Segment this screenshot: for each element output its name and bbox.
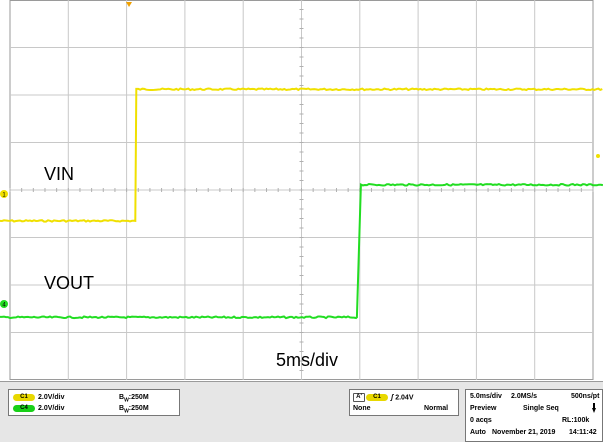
acq-auto: Auto — [470, 429, 486, 436]
channel-scale-c1: 2.0V/div — [38, 394, 65, 401]
channel-scale-c4: 2.0V/div — [38, 405, 65, 412]
ch4-ground-marker[interactable] — [0, 300, 8, 308]
vout-trace — [0, 182, 603, 320]
trigger-panel[interactable]: A' C1 ʃ 2.04V None Normal — [349, 389, 459, 416]
acq-date: November 21, 2019 — [492, 429, 556, 436]
acq-time: 14:11:42 — [569, 429, 597, 436]
acq-resolution: 500ns/pt — [571, 393, 600, 400]
acq-count: 0 acqs — [470, 417, 492, 424]
ch1-marker-label: 1 — [2, 193, 6, 199]
vout-label: VOUT — [44, 273, 95, 293]
acq-record-length: RL:100k — [562, 417, 590, 424]
channel-row-c1[interactable]: C1 2.0V/div — [13, 393, 64, 402]
ch4-marker-label: 4 — [2, 303, 6, 309]
trigger-row: A' C1 ʃ 2.04V — [353, 393, 414, 402]
traces — [0, 87, 603, 320]
channel-markers: 1 4 — [0, 2, 600, 309]
acq-arrow-head-icon — [592, 408, 596, 413]
acq-timebase: 5.0ms/div — [470, 393, 502, 400]
acq-rate: 2.0MS/s — [511, 393, 538, 400]
waveform-display: 1 4 — [0, 0, 603, 380]
acq-state: Preview — [470, 405, 497, 412]
acq-stop-arrow-icon — [593, 403, 595, 408]
channel-bw-c1: BW:250M — [119, 394, 149, 404]
channel-badge-c1[interactable]: C1 — [13, 393, 35, 401]
channel-panel: C1 2.0V/div BW:250M C4 2.0V/div BW:250M — [8, 389, 180, 416]
vin-trace — [0, 87, 603, 223]
trigger-level: 2.04V — [395, 394, 414, 402]
trigger-position-marker[interactable] — [126, 2, 132, 7]
channel-badge-c4[interactable]: C4 — [13, 404, 35, 412]
ch1-ground-marker[interactable] — [0, 190, 8, 198]
status-bar: C1 2.0V/div BW:250M C4 2.0V/div BW:250M A'… — [0, 381, 603, 442]
trigger-level-marker[interactable] — [596, 154, 600, 158]
timebase-annotation: 5ms/div — [276, 350, 339, 370]
trigger-source-badge: C1 — [366, 394, 388, 401]
vin-label: VIN — [44, 164, 75, 184]
trigger-mode: Normal — [424, 405, 449, 412]
channel-row-c4[interactable]: C4 2.0V/div — [13, 404, 64, 413]
acquisition-panel[interactable]: 5.0ms/div 2.0MS/s 500ns/pt Preview Singl… — [465, 389, 603, 442]
trigger-coupling: None — [353, 405, 371, 412]
trigger-slope-icon: ʃ — [391, 394, 394, 402]
channel-bw-c4: BW:250M — [119, 405, 149, 415]
acq-seq: Single Seq — [523, 405, 559, 412]
trigger-mode-badge: A' — [353, 393, 365, 402]
